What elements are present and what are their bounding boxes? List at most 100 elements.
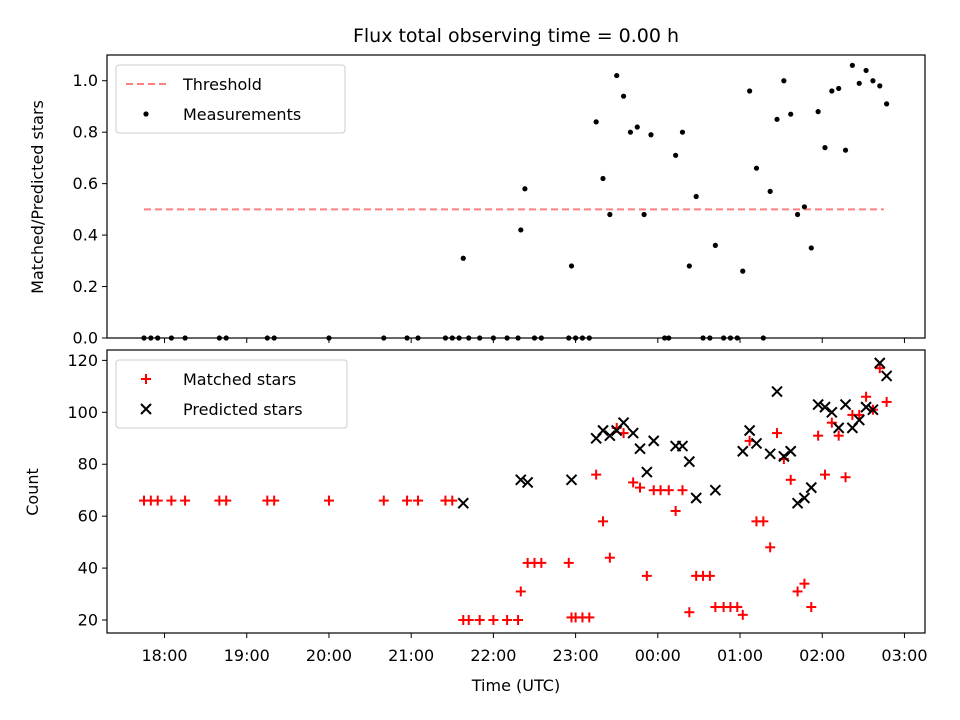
predicted-star-point — [819, 401, 831, 413]
matched-star-point — [758, 516, 769, 527]
bottom-y-axis-label: Count — [23, 468, 42, 516]
top-y-tick-label: 0.0 — [73, 329, 98, 348]
matched-star-point — [684, 607, 695, 618]
matched-star-point — [221, 495, 232, 506]
bottom-x-tick-label: 02:00 — [799, 646, 845, 665]
bottom-legend-frame — [115, 359, 348, 429]
predicted-star-point — [791, 497, 804, 509]
measurement-point — [607, 211, 613, 218]
top-panel: 0.0 0.2 0.4 0.6 0.8 1.0 Matched/Predicted sta… — [28, 54, 926, 348]
matched-star-point — [785, 474, 796, 485]
bottom-x-tick-label: 20:00 — [306, 646, 352, 665]
measurement-point — [460, 255, 466, 261]
bottom-x-tick-label: 21:00 — [388, 646, 434, 665]
bottom-x-tick-label: 01:00 — [717, 646, 763, 665]
measurement-point — [634, 124, 640, 130]
predicted-star-point — [805, 481, 817, 494]
predicted-star-point — [604, 429, 616, 442]
matched-star-point — [502, 615, 513, 626]
top-legend-frame — [115, 64, 346, 134]
matched-star-point — [881, 396, 892, 407]
measurement-point — [863, 67, 869, 74]
matched-star-point — [861, 391, 872, 402]
predicted-star-point — [647, 435, 660, 447]
matched-star-point — [826, 417, 837, 428]
bottom-axes-frame — [106, 349, 926, 634]
predicted-star-point — [597, 424, 609, 437]
predicted-star-point — [617, 416, 630, 429]
predicted-star-point — [709, 484, 722, 496]
measurement-point — [620, 93, 627, 99]
bottom-x-ticks: 18:00 19:00 20:00 21:00 22:00 23:00 00:00 01:00… — [141, 633, 928, 665]
x-axis-label: Time (UTC) — [471, 676, 560, 695]
matched-star-point — [874, 363, 885, 374]
bottom-x-tick-label: 22:00 — [470, 646, 516, 665]
matched-star-point — [269, 495, 280, 506]
legend-measurements-swatch — [143, 111, 149, 117]
legend-predicted-label: Predicted stars — [183, 400, 303, 419]
measurement-point — [884, 101, 890, 107]
measurement-point — [856, 80, 862, 86]
bottom-x-tick-label: 19:00 — [224, 646, 270, 665]
matched-star-point — [806, 602, 817, 613]
top-y-ticks: 0.0 0.2 0.4 0.6 0.8 1.0 — [73, 71, 107, 348]
matched-star-point — [474, 615, 485, 626]
measurement-point — [679, 129, 686, 135]
measurement-point — [781, 78, 787, 84]
predicted-star-point — [457, 497, 469, 509]
measurement-point — [518, 227, 524, 233]
measurement-point — [815, 109, 821, 115]
measurement-point — [712, 242, 718, 248]
matched-star-point — [792, 586, 803, 597]
bottom-x-tick-label: 03:00 — [881, 646, 927, 665]
predicted-star-point — [521, 476, 534, 489]
measurement-point — [849, 62, 855, 68]
bottom-x-tick-label: 23:00 — [553, 646, 599, 665]
predicted-star-point — [853, 414, 865, 426]
legend-threshold-label: Threshold — [182, 75, 262, 94]
matched-star-point — [378, 495, 389, 506]
matched-star-point — [515, 586, 526, 597]
matched-star-point — [513, 615, 524, 626]
predicted-star-point — [874, 357, 886, 369]
matched-star-point — [628, 477, 639, 488]
predicted-star-point — [515, 474, 527, 486]
measurement-point — [600, 175, 606, 182]
measurement-point — [641, 211, 647, 218]
bottom-y-tick-label: 40 — [78, 559, 98, 578]
measurement-point — [767, 188, 773, 194]
measurement-point — [686, 263, 692, 269]
predicted-star-point — [627, 427, 639, 439]
measurement-point — [522, 186, 528, 192]
bottom-y-tick-label: 60 — [78, 507, 98, 526]
measurement-point — [836, 85, 842, 92]
measurement-point — [877, 83, 883, 89]
matched-star-point — [536, 557, 547, 568]
bottom-x-tick-label: 18:00 — [141, 646, 187, 665]
predicted-star-point — [798, 492, 811, 504]
predicted-star-point — [771, 385, 783, 398]
matched-star-point — [447, 495, 458, 506]
measurement-point — [829, 88, 835, 94]
matched-star-point — [635, 482, 646, 493]
matched-star-point — [598, 516, 609, 527]
measurement-point — [747, 88, 753, 94]
measurement-point — [801, 204, 808, 210]
measurement-point — [593, 119, 599, 125]
predicted-star-point — [690, 492, 702, 504]
predicted-star-point — [641, 466, 653, 478]
predicted-star-point — [676, 440, 689, 452]
bottom-y-tick-label: 100 — [67, 403, 98, 422]
bottom-y-tick-label: 20 — [78, 611, 98, 630]
top-axes-frame — [106, 54, 926, 339]
matched-star-point — [152, 495, 163, 506]
predicted-star-point — [826, 406, 838, 419]
top-y-tick-label: 0.6 — [73, 174, 98, 193]
predicted-star-point — [764, 448, 776, 460]
matched-star-point — [604, 552, 615, 563]
top-x-ticks — [164, 338, 905, 343]
predicted-star-point — [743, 424, 756, 437]
matched-star-point — [840, 472, 851, 483]
measurement-point — [842, 147, 849, 153]
